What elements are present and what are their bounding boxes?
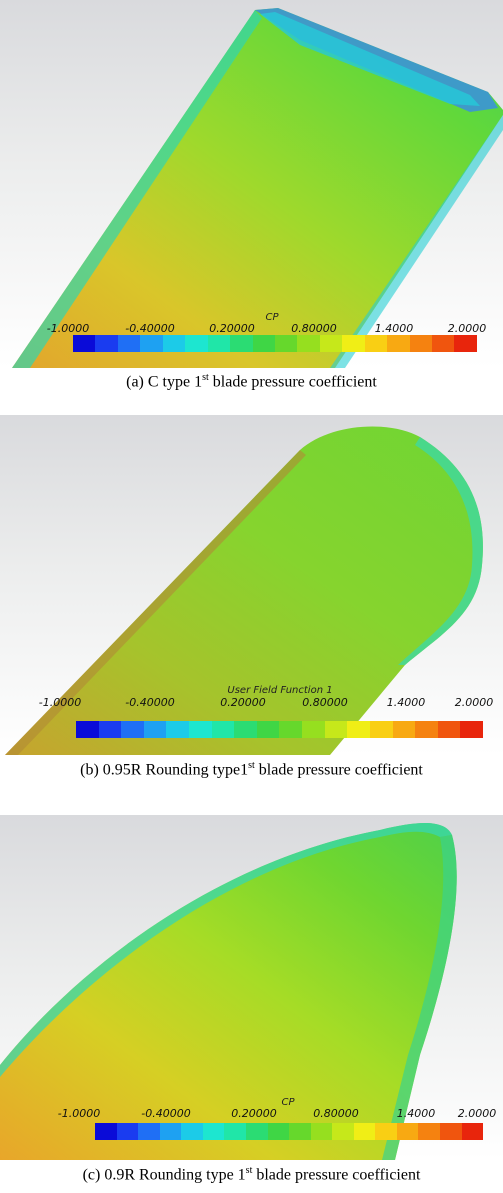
colorbar-swatch <box>234 721 257 738</box>
colorbar-swatch <box>95 1123 117 1140</box>
colorbar-tick: -1.0000 <box>46 322 90 335</box>
colorbar-swatch <box>369 721 393 738</box>
colorbar-swatch <box>252 335 275 352</box>
colorbar-swatch <box>138 1123 160 1140</box>
colorbar-tick: 0.20000 <box>209 322 255 335</box>
colorbar-swatch <box>364 335 388 352</box>
colorbar-swatch <box>396 1123 419 1140</box>
colorbar-swatch <box>224 1123 246 1140</box>
colorbar-title: CP <box>281 1097 295 1108</box>
colorbar-tick: 2.0000 <box>454 696 494 709</box>
blade-contour-c <box>0 823 457 1160</box>
figure-caption-b: (b) 0.95R Rounding type1st blade pressur… <box>80 760 423 779</box>
colorbar-swatch <box>310 1123 333 1140</box>
colorbar-swatch <box>143 721 167 738</box>
colorbar-swatch <box>387 335 410 352</box>
contour-panel-a: CP -1.0000 -0.40000 0.20000 0.80000 1.40… <box>0 0 503 368</box>
colorbar-tick: 2.0000 <box>447 322 487 335</box>
colorbar <box>76 721 483 738</box>
colorbar-swatch <box>202 1123 225 1140</box>
colorbar-swatch <box>375 1123 397 1140</box>
colorbar-tick: -0.40000 <box>125 322 175 335</box>
colorbar-swatch <box>76 721 99 738</box>
colorbar-swatch <box>181 1123 203 1140</box>
colorbar-swatch <box>353 1123 376 1140</box>
colorbar-swatch <box>185 335 208 352</box>
colorbar-tick: 1.4000 <box>386 696 426 709</box>
colorbar-swatch <box>302 721 325 738</box>
colorbar-swatch <box>279 721 303 738</box>
colorbar-swatch <box>159 1123 182 1140</box>
colorbar-swatch <box>347 721 370 738</box>
colorbar-tick: -0.40000 <box>141 1107 191 1120</box>
colorbar-swatch <box>230 335 253 352</box>
colorbar-swatch <box>289 1123 311 1140</box>
colorbar-swatch <box>409 335 432 352</box>
colorbar <box>95 1123 484 1140</box>
colorbar-swatch <box>121 721 144 738</box>
colorbar-swatch <box>342 335 365 352</box>
contour-panel-b: User Field Function 1 -1.0000 -0.40000 0… <box>0 415 503 755</box>
colorbar-tick: 2.0000 <box>457 1107 497 1120</box>
colorbar-swatch <box>116 1123 139 1140</box>
colorbar-swatch <box>117 335 141 352</box>
figure-caption-a: (a) C type 1st blade pressure coefficien… <box>126 372 377 391</box>
colorbar-tick: 0.20000 <box>220 696 266 709</box>
colorbar-tick: -1.0000 <box>38 696 82 709</box>
colorbar-swatch <box>73 335 96 352</box>
colorbar-tick: -1.0000 <box>57 1107 101 1120</box>
contour-panel-c: CP -1.0000 -0.40000 0.20000 0.80000 1.40… <box>0 815 503 1160</box>
colorbar-swatch <box>95 335 118 352</box>
blade-contour-a <box>12 8 503 368</box>
colorbar-swatch <box>392 721 416 738</box>
colorbar-swatch <box>162 335 186 352</box>
colorbar-swatch <box>274 335 298 352</box>
colorbar-swatch <box>319 335 343 352</box>
colorbar-swatch <box>332 1123 354 1140</box>
colorbar-swatch <box>415 721 438 738</box>
colorbar-swatch <box>418 1123 440 1140</box>
colorbar-tick: -0.40000 <box>125 696 175 709</box>
colorbar-swatch <box>324 721 348 738</box>
colorbar-tick: 0.80000 <box>302 696 348 709</box>
figure-caption-c: (c) 0.9R Rounding type 1st blade pressur… <box>82 1165 421 1184</box>
colorbar <box>73 335 477 352</box>
colorbar-swatch <box>437 721 461 738</box>
colorbar-tick: 0.80000 <box>313 1107 359 1120</box>
colorbar-swatch <box>207 335 231 352</box>
colorbar-swatch <box>256 721 280 738</box>
colorbar-tick: 0.20000 <box>231 1107 277 1120</box>
colorbar-swatch <box>460 721 483 738</box>
colorbar-tick: 1.4000 <box>374 322 414 335</box>
colorbar-swatch <box>454 335 477 352</box>
colorbar-swatch <box>245 1123 268 1140</box>
colorbar-swatch <box>211 721 235 738</box>
colorbar-tick: 0.80000 <box>291 322 337 335</box>
colorbar-title: CP <box>265 312 279 323</box>
colorbar-swatch <box>461 1123 484 1140</box>
colorbar-tick: 1.4000 <box>396 1107 436 1120</box>
colorbar-swatch <box>440 1123 462 1140</box>
colorbar-swatch <box>189 721 212 738</box>
colorbar-title: User Field Function 1 <box>227 685 333 696</box>
colorbar-swatch <box>267 1123 290 1140</box>
colorbar-swatch <box>297 335 320 352</box>
blade-contour-b <box>5 426 483 755</box>
colorbar-swatch <box>432 335 455 352</box>
colorbar-swatch <box>140 335 163 352</box>
colorbar-swatch <box>98 721 122 738</box>
colorbar-swatch <box>166 721 190 738</box>
